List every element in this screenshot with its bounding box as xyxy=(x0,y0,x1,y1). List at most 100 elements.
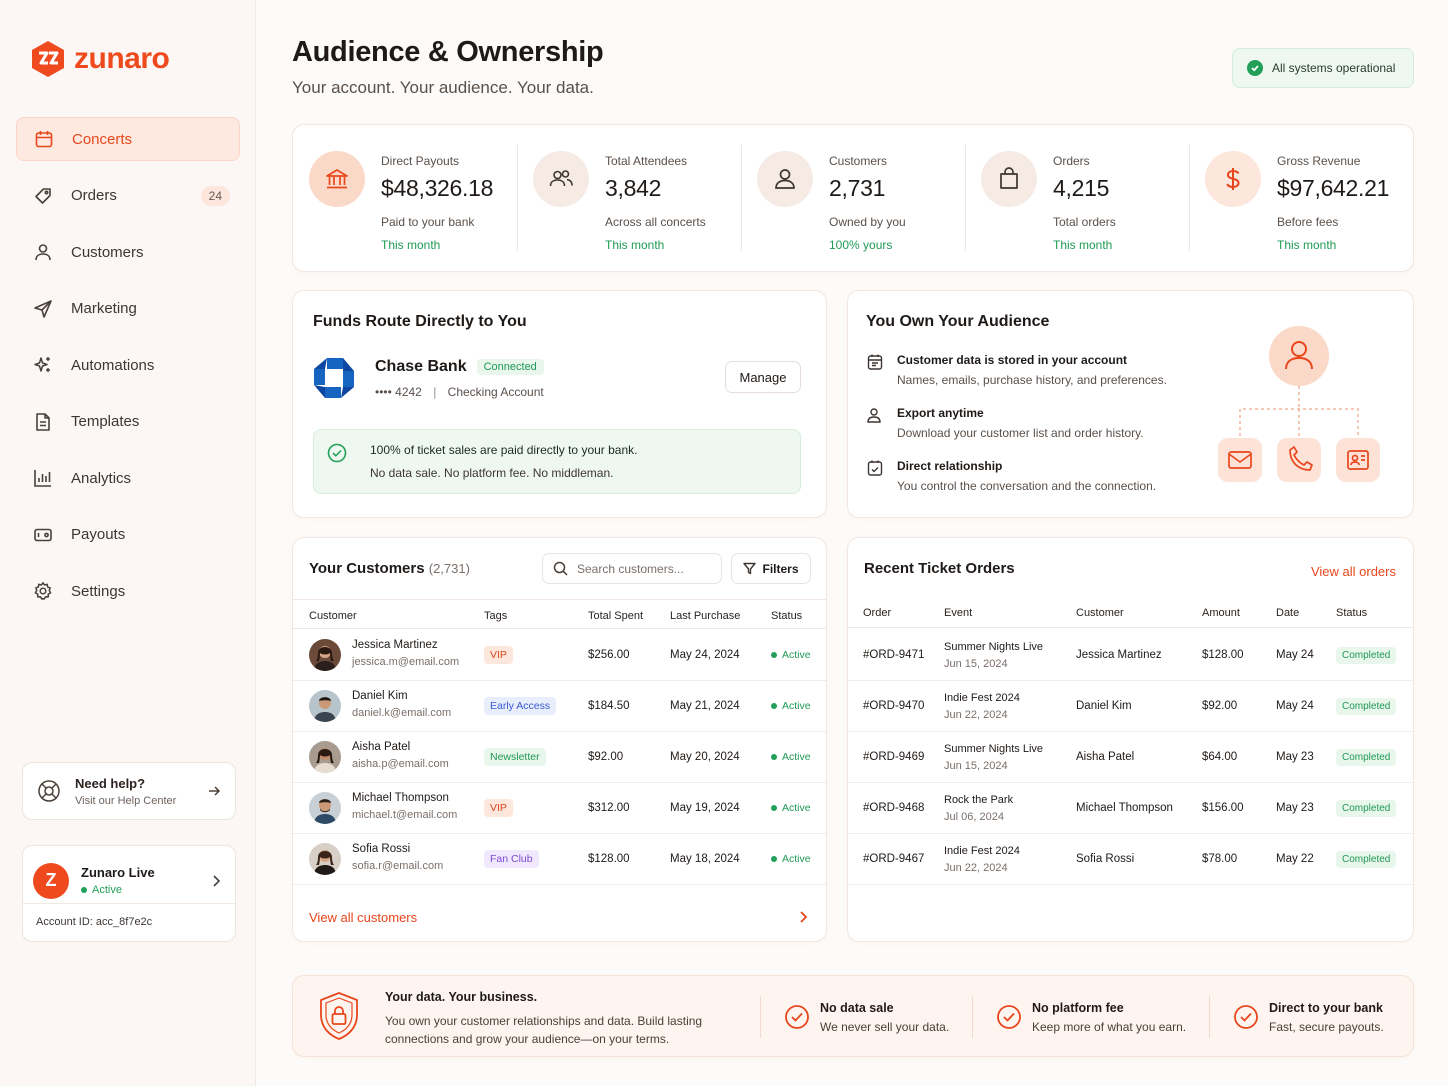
chevron-right-icon xyxy=(213,874,221,887)
sidebar-item-automations[interactable]: Automations xyxy=(16,343,240,387)
order-customer: Michael Thompson xyxy=(1076,802,1173,814)
customer-email: aisha.p@email.com xyxy=(352,758,449,770)
customer-email: michael.t@email.com xyxy=(352,809,458,821)
order-amount: $128.00 xyxy=(1202,649,1244,661)
table-row[interactable]: #ORD-9471 Summer Nights Live Jun 15, 202… xyxy=(848,630,1413,681)
sidebar-item-label: Templates xyxy=(71,413,140,430)
own-item-title: Customer data is stored in your account xyxy=(897,353,1128,367)
event-name: Indie Fest 2024 xyxy=(944,692,1020,704)
column-header[interactable]: Last Purchase xyxy=(670,610,741,622)
table-row[interactable]: #ORD-9470 Indie Fest 2024 Jun 22, 2024 D… xyxy=(848,681,1413,732)
own-item-export: Export anytime Download your customer li… xyxy=(866,406,1144,440)
sidebar-item-label: Payouts xyxy=(71,526,126,543)
bar-chart-icon xyxy=(32,467,54,489)
feature-no-data-sale: No data sale We never sell your data. xyxy=(784,976,949,1058)
view-all-customers-link[interactable]: View all customers xyxy=(309,910,418,925)
sidebar-item-concerts[interactable]: Concerts xyxy=(16,117,240,161)
customer-tag: Fan Club xyxy=(484,850,539,868)
sidebar-item-payouts[interactable]: Payouts xyxy=(16,513,240,557)
own-audience-card: You Own Your Audience Customer data is s… xyxy=(847,290,1414,518)
feature-sub: Fast, secure payouts. xyxy=(1269,1019,1384,1034)
table-row[interactable]: Michael Thompson michael.t@email.com VIP… xyxy=(293,783,826,834)
funds-title: Funds Route Directly to You xyxy=(313,313,527,330)
column-header[interactable]: Status xyxy=(1336,607,1368,619)
stat-value: $97,642.21 xyxy=(1277,175,1390,201)
status-dot xyxy=(771,856,777,862)
sidebar-item-customers[interactable]: Customers xyxy=(16,230,240,274)
avatar xyxy=(309,843,341,875)
filters-button[interactable]: Filters xyxy=(731,553,811,584)
event-name: Summer Nights Live xyxy=(944,641,1044,653)
table-row[interactable]: #ORD-9469 Summer Nights Live Jun 15, 202… xyxy=(848,732,1413,783)
status-badge: Active xyxy=(771,700,811,712)
stat-period: This month xyxy=(1053,238,1113,252)
stat-gross-revenue: Gross Revenue $97,642.21 Before fees Thi… xyxy=(1189,125,1413,271)
sidebar-item-label: Customers xyxy=(71,243,144,261)
gear-icon xyxy=(32,580,54,602)
database-icon xyxy=(867,354,883,370)
view-all-orders-link[interactable]: View all orders xyxy=(1310,564,1396,579)
help-subtitle: Visit our Help Center xyxy=(75,794,177,807)
table-row[interactable]: Aisha Patel aisha.p@email.com Newsletter… xyxy=(293,732,826,783)
column-header[interactable]: Date xyxy=(1276,607,1300,619)
table-row[interactable]: Sofia Rossi sofia.r@email.com Fan Club $… xyxy=(293,834,826,885)
column-header[interactable]: Customer xyxy=(309,610,357,622)
customer-email: sofia.r@email.com xyxy=(352,860,444,872)
logo[interactable]: zunaro xyxy=(30,40,170,78)
help-center-card[interactable]: Need help? Visit our Help Center xyxy=(22,762,236,820)
user-icon xyxy=(32,241,54,263)
column-header[interactable]: Tags xyxy=(484,610,508,622)
funds-route-card: Funds Route Directly to You Chase Bank C… xyxy=(292,290,827,518)
column-header[interactable]: Amount xyxy=(1202,607,1240,619)
avatar xyxy=(309,639,341,671)
connection-status-badge: Connected xyxy=(476,358,544,375)
customer-name: Michael Thompson xyxy=(352,792,449,804)
user-icon xyxy=(757,151,813,207)
table-row[interactable]: #ORD-9467 Indie Fest 2024 Jun 22, 2024 S… xyxy=(848,834,1413,885)
dollar-icon xyxy=(1205,151,1261,207)
feature-title: No platform fee xyxy=(1032,1000,1124,1015)
manage-bank-button[interactable]: Manage xyxy=(725,361,801,393)
own-item-direct-relationship: Direct relationship You control the conv… xyxy=(866,459,1156,493)
sidebar-item-settings[interactable]: Settings xyxy=(16,569,240,613)
stat-direct-payouts: Direct Payouts $48,326.18 Paid to your b… xyxy=(293,125,517,271)
chevron-right-icon[interactable] xyxy=(796,910,810,924)
arrow-right-icon xyxy=(209,786,221,796)
mail-icon xyxy=(1228,451,1252,469)
feature-sub: We never sell your data. xyxy=(820,1019,950,1034)
order-date: May 23 xyxy=(1276,751,1314,763)
stat-desc: Across all concerts xyxy=(605,215,706,229)
order-customer: Aisha Patel xyxy=(1076,751,1135,763)
stat-total-attendees: Total Attendees 3,842 Across all concert… xyxy=(517,125,741,271)
check-circle-icon xyxy=(327,443,347,463)
customer-name: Jessica Martinez xyxy=(352,639,438,651)
column-header[interactable]: Status xyxy=(771,610,803,622)
stat-label: Customers xyxy=(829,154,888,168)
account-name: Zunaro Live xyxy=(81,865,155,880)
event-date: Jun 22, 2024 xyxy=(944,862,1008,874)
total-spent: $92.00 xyxy=(588,751,624,763)
table-row[interactable]: #ORD-9468 Rock the Park Jul 06, 2024 Mic… xyxy=(848,783,1413,834)
sidebar-item-analytics[interactable]: Analytics xyxy=(16,456,240,500)
stat-value: 2,731 xyxy=(829,175,886,201)
table-row[interactable]: Daniel Kim daniel.k@email.com Early Acce… xyxy=(293,681,826,732)
sidebar-item-templates[interactable]: Templates xyxy=(16,400,240,444)
account-card[interactable]: Z Zunaro Live Active Account ID: acc_8f7… xyxy=(22,845,236,942)
sidebar-item-orders[interactable]: Orders 24 xyxy=(16,174,240,218)
column-header[interactable]: Order xyxy=(863,607,892,619)
order-customer: Daniel Kim xyxy=(1076,700,1132,712)
contact-card-icon xyxy=(1347,450,1369,470)
table-row[interactable]: Jessica Martinez jessica.m@email.com VIP… xyxy=(293,630,826,681)
column-header[interactable]: Total Spent xyxy=(588,610,644,622)
search-input[interactable]: Search customers... xyxy=(542,553,722,584)
sidebar-item-marketing[interactable]: Marketing xyxy=(16,287,240,331)
bank-name: Chase Bank xyxy=(375,357,467,375)
column-header[interactable]: Customer xyxy=(1076,607,1124,619)
shield-lock-icon xyxy=(320,992,358,1040)
column-header[interactable]: Event xyxy=(944,607,973,619)
status-dot xyxy=(771,754,777,760)
last-purchase: May 19, 2024 xyxy=(670,802,740,814)
status-badge: Active xyxy=(771,649,811,661)
customer-email: daniel.k@email.com xyxy=(352,707,452,719)
order-amount: $156.00 xyxy=(1202,802,1244,814)
